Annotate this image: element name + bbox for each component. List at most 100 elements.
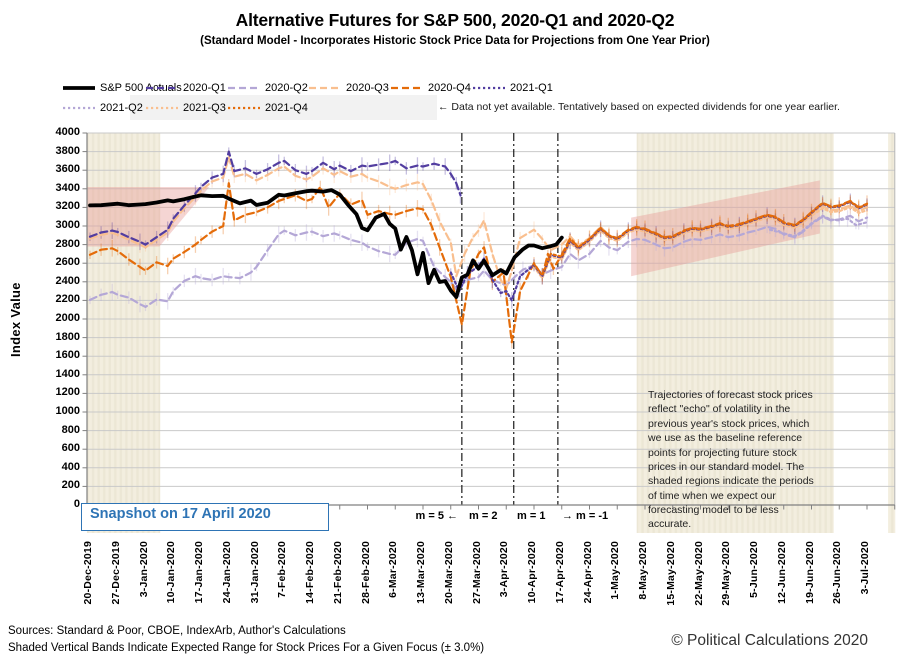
- legend-item-q4_2021: 2021-Q4: [227, 100, 308, 116]
- series-q2_2020: [88, 214, 869, 308]
- legend-item-q3_2020: 2020-Q3: [308, 80, 389, 96]
- x-tick-label: 29-May-2020: [720, 541, 733, 606]
- y-tick-label: 2600: [55, 256, 80, 269]
- forecast-note: Trajectories of forecast stock prices re…: [648, 389, 814, 531]
- x-tick-label: 19-Jun-2020: [803, 541, 816, 604]
- x-tick-label: 3-Apr-2020: [498, 541, 511, 598]
- y-tick-label: 3600: [55, 163, 80, 176]
- legend-label: 2021-Q3: [183, 102, 226, 114]
- legend-swatch-q1_2021: [473, 86, 505, 90]
- x-tick-label: 27-Mar-2020: [470, 541, 483, 604]
- page-subtitle: (Standard Model - Incorporates Historic …: [200, 35, 710, 47]
- x-tick-label: 15-May-2020: [664, 541, 677, 606]
- x-tick-label: 24-Apr-2020: [581, 541, 594, 604]
- y-tick-label: 200: [61, 479, 80, 492]
- y-tick-label: 1400: [55, 367, 80, 380]
- legend-label: 2020-Q3: [346, 82, 389, 94]
- snapshot-date-box: Snapshot on 17 April 2020: [81, 503, 329, 531]
- legend-item-q3_2021: 2021-Q3: [145, 100, 226, 116]
- legend-item-q2_2020: 2020-Q2: [227, 80, 308, 96]
- series-q4_2021: [532, 200, 869, 277]
- y-axis-title: Index Value: [8, 282, 23, 358]
- x-tick-label: 22-May-2020: [692, 541, 705, 606]
- legend-item-q2_2021: 2021-Q2: [62, 100, 143, 116]
- x-tick-label: 20-Mar-2020: [442, 541, 455, 604]
- shaded-vertical-band: [888, 133, 896, 533]
- x-tick-label: 17-Apr-2020: [553, 541, 566, 604]
- x-tick-label: 24-Jan-2020: [220, 541, 233, 604]
- legend-label: 2020-Q2: [265, 82, 308, 94]
- y-tick-label: 4000: [55, 126, 80, 138]
- series-q3_2021: [532, 206, 869, 280]
- legend-label: 2021-Q4: [265, 102, 308, 114]
- legend-swatch-q2_2020: [228, 86, 260, 90]
- x-tick-label: 14-Feb-2020: [304, 541, 316, 604]
- x-tick-label: 10-Apr-2020: [526, 541, 538, 604]
- x-tick-label: 21-Feb-2020: [331, 541, 344, 604]
- legend-label: 2020-Q4: [428, 82, 471, 94]
- x-tick-label: 20-Dec-2019: [82, 541, 94, 605]
- x-tick-label: 13-Mar-2020: [415, 541, 427, 604]
- y-tick-label: 400: [61, 460, 80, 473]
- footer-sources: Sources: Standard & Poor, CBOE, IndexArb…: [8, 625, 346, 637]
- y-tick-label: 0: [73, 498, 80, 510]
- shaded-vertical-band: [86, 133, 161, 533]
- legend-swatch-actuals: [63, 86, 95, 90]
- y-tick-label: 600: [61, 442, 80, 455]
- m-label-0: m = 5 ←: [415, 510, 459, 522]
- y-tick-label: 2400: [55, 274, 80, 287]
- x-tick-label: 26-Jun-2020: [831, 541, 844, 604]
- y-tick-label: 1000: [55, 405, 80, 417]
- legend-item-q4_2020: 2020-Q4: [390, 80, 471, 96]
- legend-item-q1_2021: 2021-Q1: [472, 80, 553, 96]
- legend-label: 2021-Q2: [100, 102, 143, 114]
- x-tick-label: 28-Feb-2020: [359, 541, 372, 604]
- y-tick-label: 3800: [55, 144, 80, 157]
- y-tick-label: 3000: [55, 219, 80, 231]
- x-tick-label: 17-Jan-2020: [193, 541, 205, 604]
- legend-swatch-q3_2020: [309, 86, 341, 90]
- x-tick-label: 5-Jun-2020: [748, 541, 760, 598]
- y-tick-label: 2800: [55, 237, 80, 250]
- legend-swatch-q4_2021: [228, 106, 260, 110]
- series-q1_2020: [88, 150, 462, 246]
- x-tick-label: 10-Jan-2020: [165, 541, 178, 604]
- y-tick-label: 2000: [55, 312, 80, 324]
- y-tick-label: 1800: [55, 330, 80, 343]
- footer-bands-note: Shaded Vertical Bands Indicate Expected …: [8, 642, 485, 654]
- y-tick-label: 1200: [55, 386, 80, 399]
- x-tick-label: 7-Feb-2020: [276, 541, 289, 598]
- footer-copyright: © Political Calculations 2020: [671, 632, 868, 649]
- x-tick-label: 12-Jun-2020: [775, 541, 788, 604]
- legend-swatch-q4_2020: [391, 86, 423, 90]
- m-label-2: m = 1: [517, 510, 546, 522]
- series-actuals: [88, 188, 564, 299]
- x-tick-label: 27-Dec-2019: [109, 541, 122, 605]
- legend-label: 2021-Q1: [510, 82, 553, 94]
- x-tick-label: 8-May-2020: [637, 541, 649, 600]
- series-q2_2021: [768, 214, 869, 238]
- y-tick-label: 1600: [55, 349, 80, 362]
- series-q4_2020: [88, 182, 869, 344]
- x-tick-label: 31-Jan-2020: [248, 541, 261, 604]
- legend-item-q1_2020: 2020-Q1: [145, 80, 226, 96]
- shaded-vertical-band: [636, 133, 834, 533]
- m-label-1: m = 2: [469, 510, 498, 522]
- legend-label: 2020-Q1: [183, 82, 226, 94]
- legend-highlight-band: [130, 95, 437, 120]
- x-tick-label: 6-Mar-2020: [387, 541, 400, 598]
- y-tick-label: 3200: [55, 200, 80, 213]
- y-tick-label: 2200: [55, 293, 80, 306]
- y-tick-label: 3400: [55, 181, 80, 194]
- legend-swatch-q1_2020: [146, 86, 178, 90]
- legend-swatch-q3_2021: [146, 106, 178, 110]
- m-label-3: → m = -1: [562, 510, 609, 522]
- x-tick-label: 3-Jan-2020: [137, 541, 150, 598]
- y-tick-label: 800: [61, 423, 80, 436]
- legend-item-actuals: S&P 500 Actuals: [62, 80, 182, 96]
- legend-note: ← Data not yet available. Tentatively ba…: [438, 101, 840, 113]
- x-tick-label: 3-Jul-2020: [859, 541, 871, 595]
